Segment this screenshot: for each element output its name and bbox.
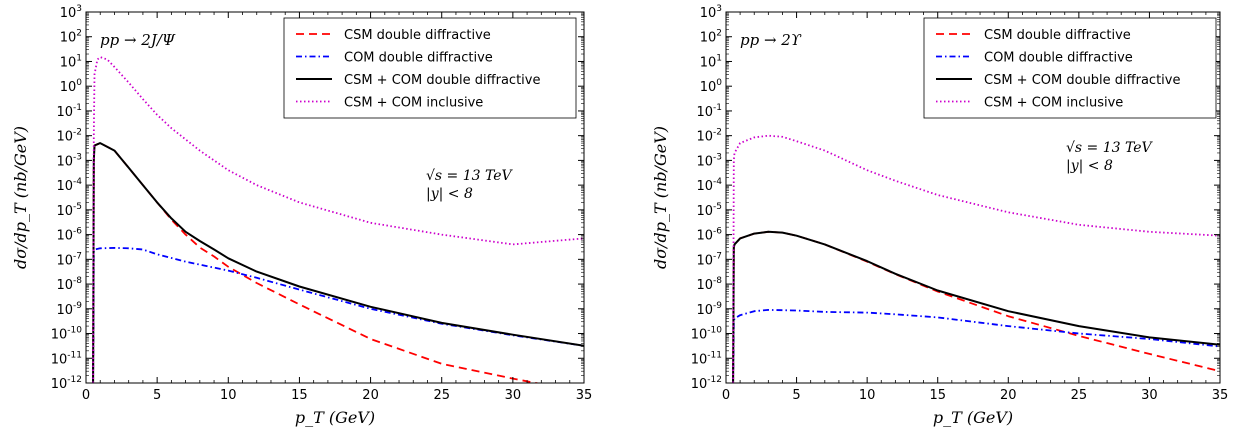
chart-panel-1: 0 5 10 15 20 25 30 35 10-12 10-11 10-10 10-9 10-8 10-… bbox=[11, 4, 592, 427]
y-tick-label: 10-2 bbox=[696, 128, 722, 145]
y-tick-label: 10-1 bbox=[56, 103, 82, 120]
legend-label-1: CSM double diffractive bbox=[984, 28, 1131, 43]
x-tick-label: 35 bbox=[576, 388, 593, 403]
x-tick-label: 15 bbox=[291, 388, 308, 403]
series-line-2 bbox=[732, 308, 1220, 383]
y-tick-label: 102 bbox=[60, 29, 82, 46]
legend-label-4: CSM + COM inclusive bbox=[984, 96, 1123, 111]
legend: CSM double diffractive COM double diffrac… bbox=[283, 17, 577, 119]
y-tick-label: 103 bbox=[700, 4, 722, 21]
legend-label-2: COM double diffractive bbox=[984, 51, 1133, 66]
x-tick-label: 25 bbox=[1071, 388, 1088, 403]
legend-box bbox=[923, 17, 1217, 119]
x-tick-label: 25 bbox=[433, 388, 450, 403]
y-tick-label: 10-7 bbox=[56, 251, 82, 268]
chart-panel-2: 0 5 10 15 20 25 30 35 10-12 10-11 10-10 10-9 10-8 10-… bbox=[651, 4, 1228, 427]
process-label: pp → 2ϒ bbox=[740, 31, 802, 49]
series-line-1 bbox=[92, 142, 541, 383]
y-tick-label: 10-7 bbox=[696, 251, 722, 268]
legend: CSM double diffractive COM double diffrac… bbox=[923, 17, 1217, 119]
x-tick-label: 5 bbox=[792, 388, 800, 403]
y-tick-label: 101 bbox=[60, 53, 82, 70]
y-tick-label: 10-10 bbox=[51, 326, 83, 343]
y-tick-label: 10-4 bbox=[56, 177, 82, 194]
legend-label-4: CSM + COM inclusive bbox=[344, 96, 483, 111]
legend-label-3: CSM + COM double diffractive bbox=[344, 73, 540, 88]
y-tick-label: 100 bbox=[700, 78, 723, 95]
y-tick-label: 10-6 bbox=[56, 227, 82, 244]
y-tick-label: 10-2 bbox=[56, 128, 82, 145]
series-group bbox=[92, 56, 584, 383]
x-tick-label: 10 bbox=[220, 388, 237, 403]
series-line-1 bbox=[732, 230, 1220, 383]
x-tick-label: 10 bbox=[859, 388, 876, 403]
y-tick-label: 10-4 bbox=[696, 177, 722, 194]
legend-label-3: CSM + COM double diffractive bbox=[984, 73, 1180, 88]
x-axis-label: p_T (GeV) bbox=[295, 408, 375, 427]
series-line-4 bbox=[732, 134, 1220, 383]
y-tick-label: 100 bbox=[60, 78, 83, 95]
x-axis-label: p_T (GeV) bbox=[933, 408, 1013, 427]
series-line-3 bbox=[732, 230, 1220, 383]
x-tick-label: 0 bbox=[82, 388, 90, 403]
legend-label-2: COM double diffractive bbox=[344, 51, 493, 66]
y-tick-label: 10-12 bbox=[691, 375, 722, 392]
series-line-2 bbox=[92, 246, 584, 383]
energy-label: √s = 13 TeV bbox=[1066, 140, 1154, 156]
y-tick-label: 10-9 bbox=[56, 301, 82, 318]
y-tick-label: 10-1 bbox=[696, 103, 722, 120]
series-line-3 bbox=[92, 142, 584, 383]
y-tick-label: 10-3 bbox=[56, 152, 82, 169]
x-tick-label: 20 bbox=[1000, 388, 1017, 403]
y-axis-label: dσ/dp_T (nb/GeV) bbox=[651, 126, 670, 269]
y-tick-label: 10-8 bbox=[696, 276, 722, 293]
legend-label-1: CSM double diffractive bbox=[344, 28, 491, 43]
legend-box bbox=[283, 17, 577, 119]
y-axis-label: dσ/dp_T (nb/GeV) bbox=[11, 126, 30, 269]
y-tick-label: 10-9 bbox=[696, 301, 722, 318]
y-tick-label: 102 bbox=[700, 29, 722, 46]
rapidity-label: |y| < 8 bbox=[1066, 158, 1113, 174]
y-tick-label: 103 bbox=[60, 4, 82, 21]
x-tick-label: 30 bbox=[505, 388, 522, 403]
plot-frame bbox=[725, 11, 1221, 384]
x-tick-label: 15 bbox=[929, 388, 946, 403]
process-label: pp → 2J/Ψ bbox=[100, 31, 176, 49]
y-tick-label: 101 bbox=[700, 53, 722, 70]
y-tick-label: 10-10 bbox=[691, 326, 723, 343]
y-tick-label: 10-12 bbox=[51, 375, 82, 392]
energy-label: √s = 13 TeV bbox=[426, 168, 514, 184]
y-tick-label: 10-6 bbox=[696, 227, 722, 244]
y-tick-label: 10-11 bbox=[691, 350, 722, 367]
y-tick-label: 10-11 bbox=[51, 350, 82, 367]
y-tick-label: 10-5 bbox=[696, 202, 722, 219]
y-tick-label: 10-5 bbox=[56, 202, 82, 219]
x-tick-label: 0 bbox=[722, 388, 730, 403]
rapidity-label: |y| < 8 bbox=[426, 186, 473, 202]
series-line-4 bbox=[92, 56, 584, 383]
x-tick-label: 35 bbox=[1212, 388, 1229, 403]
y-tick-label: 10-3 bbox=[696, 152, 722, 169]
plot-frame bbox=[85, 11, 585, 384]
series-group bbox=[732, 134, 1220, 383]
x-tick-label: 5 bbox=[153, 388, 161, 403]
x-tick-label: 20 bbox=[362, 388, 379, 403]
y-tick-label: 10-8 bbox=[56, 276, 82, 293]
x-tick-label: 30 bbox=[1141, 388, 1158, 403]
